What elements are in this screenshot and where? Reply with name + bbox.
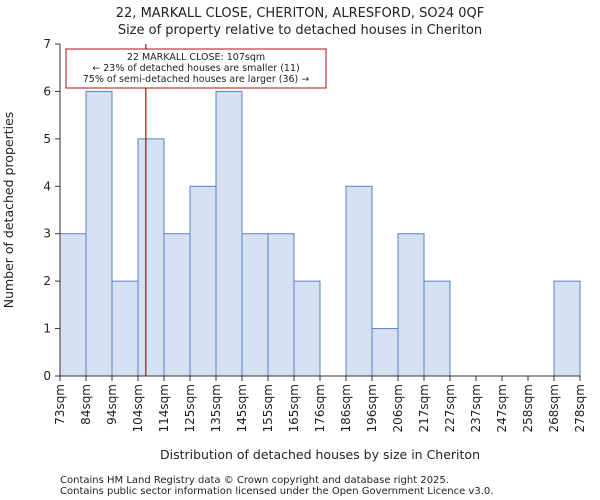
bar-206sqm — [397, 233, 425, 377]
bar-217sqm — [423, 280, 451, 377]
annotation-line-3: 75% of semi-detached houses are larger (… — [83, 74, 310, 85]
y-axis-ticks: 0 1 2 3 4 5 6 7 — [43, 37, 60, 383]
y-tick-label: 7 — [43, 37, 51, 51]
y-tick-label: 6 — [43, 84, 51, 98]
x-axis-ticks: 73sqm 84sqm 94sqm 104sqm 114sqm 125sqm 135sqm 1… — [53, 376, 587, 432]
bar-196sqm — [371, 328, 399, 377]
annotation-box: 22 MARKALL CLOSE: 107sqm ← 23% of detach… — [65, 48, 327, 89]
y-tick-label: 0 — [43, 369, 51, 383]
x-tick-label: 145sqm — [235, 384, 249, 432]
x-tick-label: 237sqm — [469, 384, 483, 432]
footer-line-2: Contains public sector information licen… — [60, 486, 493, 497]
footer-line-1: Contains HM Land Registry data © Crown c… — [60, 475, 449, 486]
annotation-border — [65, 48, 327, 89]
y-axis-label: Number of detached properties — [1, 112, 16, 309]
bar-73sqm — [59, 233, 87, 377]
bar-125sqm — [189, 185, 217, 377]
bar-268sqm — [553, 280, 581, 377]
bar-84sqm — [85, 90, 113, 377]
bar-155sqm — [267, 233, 295, 377]
x-tick-label: 278sqm — [573, 384, 587, 432]
x-axis-label: Distribution of detached houses by size … — [160, 447, 480, 462]
y-tick-label: 2 — [43, 274, 51, 288]
x-tick-label: 268sqm — [547, 384, 561, 432]
bar-135sqm — [215, 90, 243, 377]
x-tick-label: 135sqm — [209, 384, 223, 432]
bar-114sqm — [163, 233, 191, 377]
y-tick-label: 5 — [43, 132, 51, 146]
x-tick-label: 258sqm — [521, 384, 535, 432]
y-tick-label: 4 — [43, 179, 51, 193]
bar-186sqm — [345, 185, 373, 377]
annotation-line-2: ← 23% of detached houses are smaller (11… — [92, 63, 299, 74]
x-tick-label: 94sqm — [105, 384, 119, 425]
x-tick-label: 217sqm — [417, 384, 431, 432]
x-tick-label: 165sqm — [287, 384, 301, 432]
x-tick-label: 114sqm — [157, 384, 171, 432]
chart-title: 22, MARKALL CLOSE, CHERITON, ALRESFORD, … — [116, 6, 484, 21]
x-tick-label: 155sqm — [261, 384, 275, 432]
y-tick-label: 1 — [43, 322, 51, 336]
x-tick-label: 73sqm — [53, 384, 67, 425]
x-tick-label: 84sqm — [79, 384, 93, 425]
x-tick-label: 176sqm — [313, 384, 327, 432]
x-tick-label: 247sqm — [495, 384, 509, 432]
bar-94sqm — [111, 280, 139, 377]
y-tick-label: 3 — [43, 227, 51, 241]
x-tick-label: 206sqm — [391, 384, 405, 432]
bar-165sqm — [293, 280, 321, 377]
x-tick-label: 186sqm — [339, 384, 353, 432]
bars-group — [59, 90, 581, 377]
chart-subtitle: Size of property relative to detached ho… — [118, 23, 482, 38]
annotation-line-1: 22 MARKALL CLOSE: 107sqm — [127, 52, 265, 63]
bar-145sqm — [241, 233, 269, 377]
x-tick-label: 104sqm — [131, 384, 145, 432]
x-tick-label: 125sqm — [183, 384, 197, 432]
x-tick-label: 227sqm — [443, 384, 457, 432]
bar-104sqm — [137, 138, 165, 377]
x-tick-label: 196sqm — [365, 384, 379, 432]
